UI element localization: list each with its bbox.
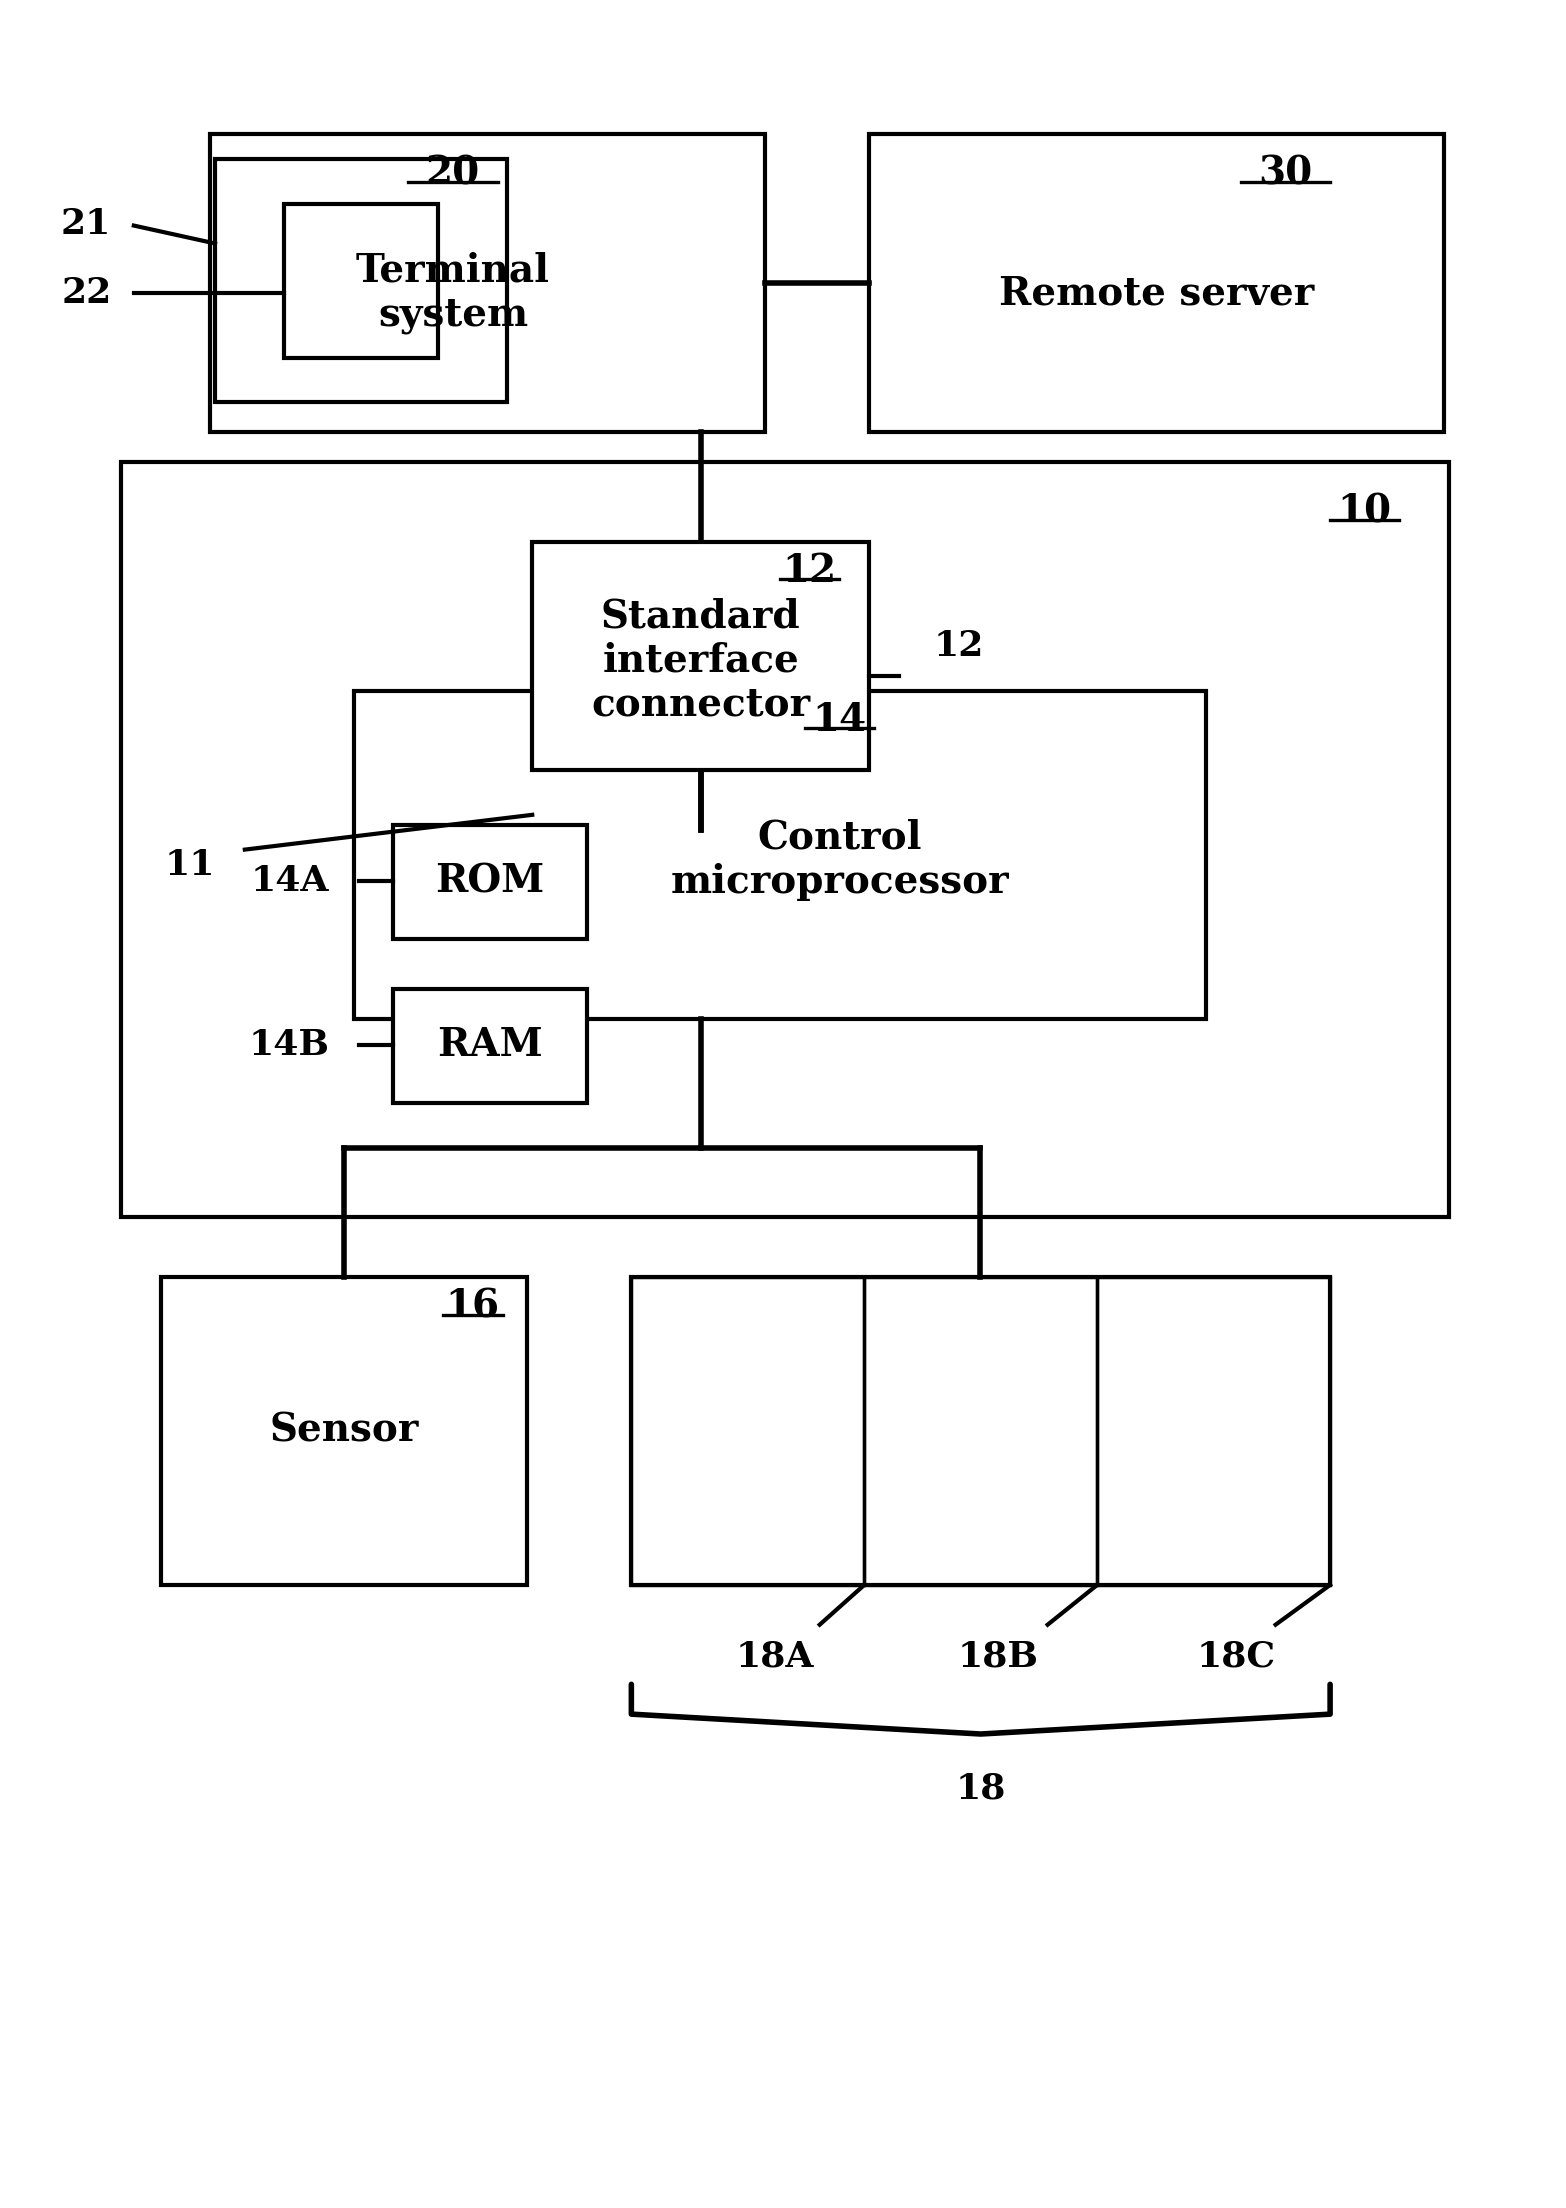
Text: 11: 11 bbox=[164, 848, 216, 881]
Text: 14B: 14B bbox=[249, 1029, 330, 1062]
Text: RAM: RAM bbox=[437, 1027, 542, 1064]
Text: 30: 30 bbox=[1259, 155, 1312, 192]
Text: 18: 18 bbox=[955, 1771, 1005, 1806]
Bar bbox=[285, 203, 438, 358]
Text: 21: 21 bbox=[61, 208, 111, 241]
Bar bbox=[631, 1276, 1330, 1585]
Text: 18B: 18B bbox=[957, 1641, 1038, 1674]
Text: 14A: 14A bbox=[251, 863, 329, 899]
Bar bbox=[354, 691, 1206, 1018]
Text: 12: 12 bbox=[783, 552, 836, 590]
Text: Standard
interface
connector: Standard interface connector bbox=[592, 598, 810, 724]
Bar bbox=[210, 135, 766, 433]
Text: 14: 14 bbox=[813, 702, 866, 740]
Text: 10: 10 bbox=[1337, 492, 1392, 530]
Text: ROM: ROM bbox=[435, 863, 545, 901]
Bar bbox=[215, 159, 507, 402]
Bar bbox=[864, 1276, 1098, 1585]
Text: 12: 12 bbox=[933, 629, 983, 662]
Bar bbox=[532, 541, 869, 771]
Bar bbox=[1098, 1276, 1330, 1585]
Text: 16: 16 bbox=[446, 1287, 500, 1325]
Bar bbox=[869, 135, 1444, 433]
Text: Terminal
system: Terminal system bbox=[355, 252, 550, 333]
Bar bbox=[121, 461, 1449, 1217]
Text: 18C: 18C bbox=[1196, 1641, 1276, 1674]
Text: Sensor: Sensor bbox=[269, 1411, 418, 1451]
Bar bbox=[161, 1276, 528, 1585]
Text: Remote server: Remote server bbox=[999, 274, 1314, 311]
Bar bbox=[393, 989, 587, 1104]
Text: 22: 22 bbox=[61, 276, 111, 309]
Bar bbox=[631, 1276, 864, 1585]
Text: 18A: 18A bbox=[736, 1641, 814, 1674]
Text: 20: 20 bbox=[426, 155, 481, 192]
Text: Control
microprocessor: Control microprocessor bbox=[670, 819, 1009, 901]
Bar bbox=[393, 826, 587, 938]
